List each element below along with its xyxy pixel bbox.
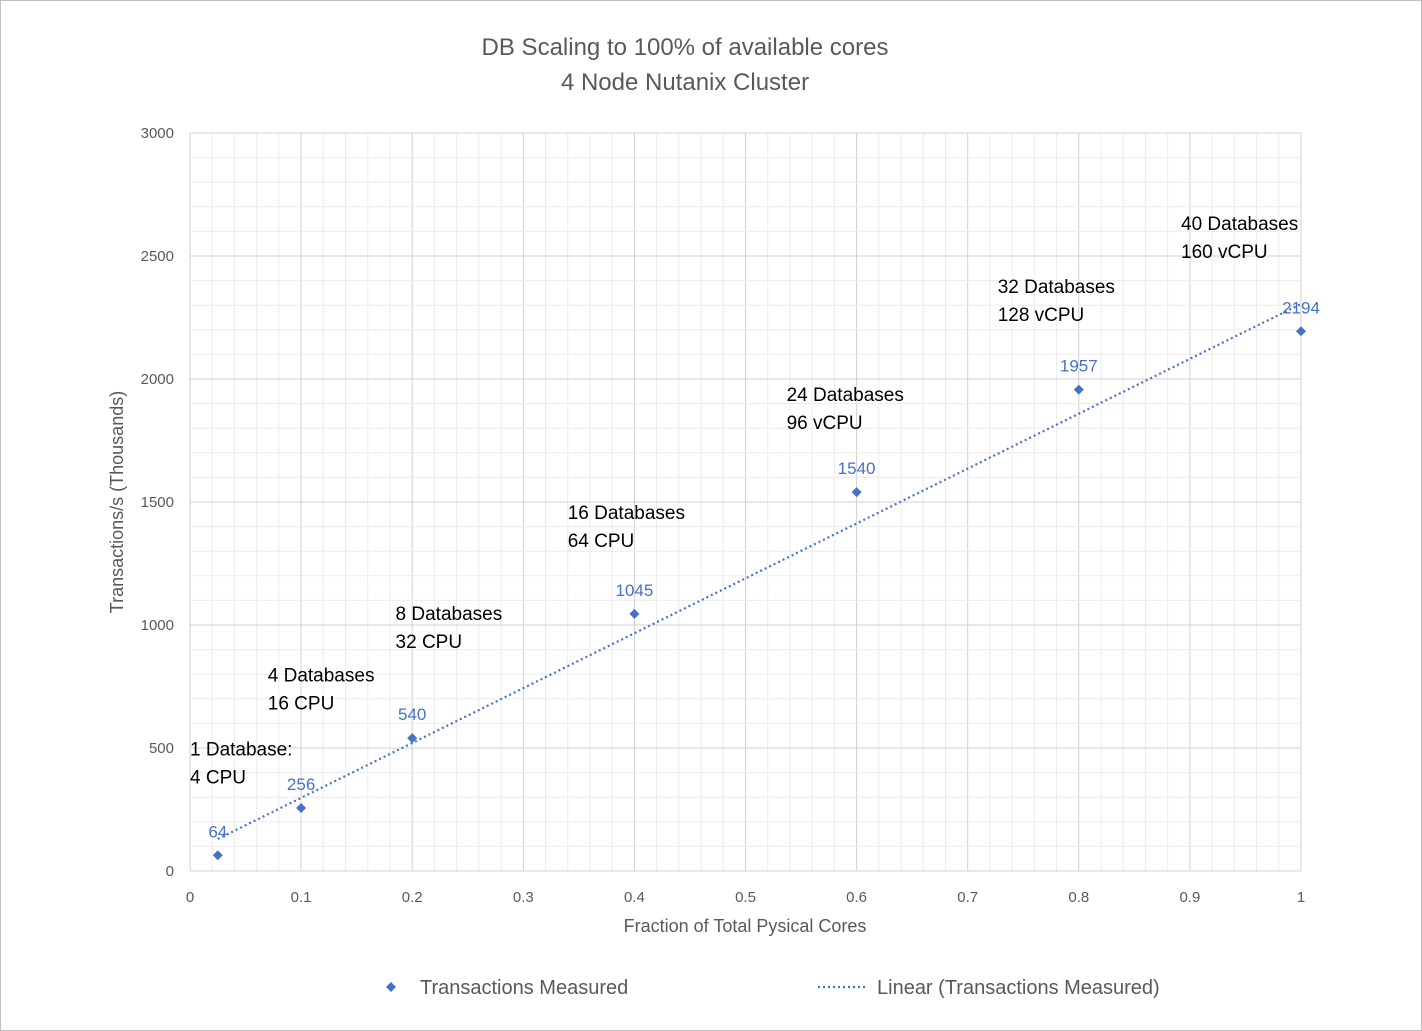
annotation-line: 4 CPU xyxy=(190,767,246,788)
annotation-line: 1 Database: xyxy=(190,739,292,760)
x-tick-label: 0 xyxy=(186,889,194,906)
annotation: 16 Databases 64 CPU xyxy=(568,503,685,552)
annotation-line: 128 vCPU xyxy=(998,305,1085,326)
data-point xyxy=(1073,384,1084,395)
chart-subtitle: 4 Node Nutanix Cluster xyxy=(561,69,809,96)
data-label: 1045 xyxy=(615,581,653,600)
y-tick-label: 2000 xyxy=(141,371,174,388)
annotation-line: 40 Databases xyxy=(1181,214,1298,235)
points-layer xyxy=(212,326,1306,861)
y-axis-title: Transactions/s (Thousands) xyxy=(107,391,127,613)
x-tick-label: 0.7 xyxy=(957,889,978,906)
annotation-line: 8 Databases xyxy=(396,604,503,625)
legend: Transactions Measured Linear (Transaction… xyxy=(386,977,1160,999)
annotation: 32 Databases 128 vCPU xyxy=(998,277,1115,326)
annotations-layer: 1 Database: 4 CPU 4 Databases 16 CPU 8 Datab… xyxy=(190,214,1298,788)
annotation-line: 96 vCPU xyxy=(787,413,863,434)
data-label: 1540 xyxy=(838,459,876,478)
x-axis-title: Fraction of Total Pysical Cores xyxy=(624,916,867,936)
y-tick-label: 1000 xyxy=(141,617,174,634)
legend-label: Transactions Measured xyxy=(420,977,628,999)
annotation: 1 Database: 4 CPU xyxy=(190,739,292,788)
data-label: 256 xyxy=(287,775,315,794)
annotation: 8 Databases 32 CPU xyxy=(396,604,503,653)
y-tick-label: 3000 xyxy=(141,125,174,142)
annotation: 4 Databases 16 CPU xyxy=(268,666,375,715)
annotation-line: 16 Databases xyxy=(568,503,685,524)
trendline-layer xyxy=(217,302,1302,841)
annotation: 24 Databases 96 vCPU xyxy=(787,385,904,434)
data-labels-layer: 64 256 540 1045 1540 1957 2194 xyxy=(208,298,1320,841)
annotation-line: 4 Databases xyxy=(268,666,375,687)
annotation-line: 64 CPU xyxy=(568,531,635,552)
annotation-line: 32 CPU xyxy=(396,632,463,653)
y-tick-label: 500 xyxy=(149,740,174,757)
data-point xyxy=(212,850,223,861)
data-label: 2194 xyxy=(1282,298,1320,317)
legend-marker-diamond xyxy=(386,982,396,992)
data-point xyxy=(629,608,640,619)
axis-ticks: 0 0.1 0.2 0.3 0.4 0.5 0.6 0.7 0.8 0.9 1 0 500 1000 150… xyxy=(141,125,1306,906)
y-tick-label: 0 xyxy=(166,863,174,880)
data-label: 64 xyxy=(208,822,227,841)
x-tick-label: 0.1 xyxy=(291,889,312,906)
x-tick-label: 0.8 xyxy=(1068,889,1089,906)
data-point xyxy=(1296,326,1306,337)
annotation-line: 32 Databases xyxy=(998,277,1115,298)
y-tick-label: 2500 xyxy=(141,248,174,265)
legend-label: Linear (Transactions Measured) xyxy=(877,977,1160,999)
data-label: 1957 xyxy=(1060,357,1098,376)
x-tick-label: 1 xyxy=(1297,889,1305,906)
x-tick-label: 0.4 xyxy=(624,889,645,906)
annotation: 40 Databases 160 vCPU xyxy=(1181,214,1298,263)
data-point xyxy=(296,803,307,814)
x-tick-label: 0.6 xyxy=(846,889,867,906)
x-tick-label: 0.3 xyxy=(513,889,534,906)
y-tick-label: 1500 xyxy=(141,494,174,511)
chart-title: DB Scaling to 100% of available cores xyxy=(482,34,889,61)
annotation-line: 16 CPU xyxy=(268,694,335,715)
x-tick-label: 0.5 xyxy=(735,889,756,906)
annotation-line: 160 vCPU xyxy=(1181,242,1268,263)
data-point xyxy=(407,733,418,744)
x-tick-label: 0.9 xyxy=(1179,889,1200,906)
linear-trendline xyxy=(217,302,1302,841)
data-point xyxy=(851,487,862,498)
annotation-line: 24 Databases xyxy=(787,385,904,406)
grid xyxy=(189,132,1302,872)
x-tick-label: 0.2 xyxy=(402,889,423,906)
data-label: 540 xyxy=(398,705,426,724)
